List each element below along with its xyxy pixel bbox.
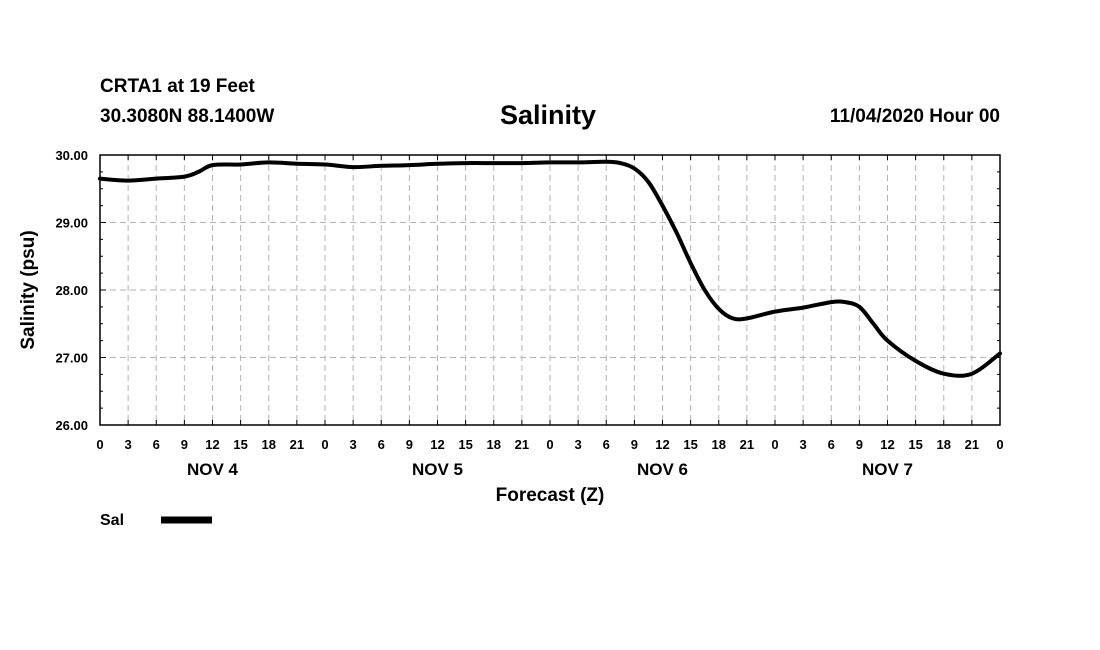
y-tick-label: 29.00 <box>55 216 88 231</box>
x-tick-label: 3 <box>800 437 807 452</box>
x-tick-label: 18 <box>712 437 726 452</box>
x-tick-label: 12 <box>430 437 444 452</box>
x-tick-label: 12 <box>655 437 669 452</box>
x-tick-label: 9 <box>181 437 188 452</box>
x-tick-label: 18 <box>262 437 276 452</box>
x-tick-label: 0 <box>96 437 103 452</box>
station-coordinates: 30.3080N 88.1400W <box>100 106 275 127</box>
x-tick-label: 0 <box>996 437 1003 452</box>
x-tick-label: 6 <box>153 437 160 452</box>
x-tick-label: 6 <box>378 437 385 452</box>
day-label: NOV 7 <box>862 460 913 479</box>
x-tick-label: 15 <box>908 437 922 452</box>
x-tick-label: 12 <box>880 437 894 452</box>
x-tick-label: 21 <box>515 437 529 452</box>
x-tick-label: 21 <box>965 437 979 452</box>
x-tick-label: 3 <box>575 437 582 452</box>
x-tick-label: 6 <box>828 437 835 452</box>
tick-labels: 0 3 6 9 12 15 18 21 0 3 6 9 12 15 18 21 0 3 6 9 12 15 18 21 0 3 6 9… <box>55 148 1003 479</box>
y-tick-label: 30.00 <box>55 148 88 163</box>
series-line-sal <box>98 159 1002 378</box>
grid-lines <box>100 155 1000 425</box>
y-tick-label: 26.00 <box>55 418 88 433</box>
x-axis-title: Forecast (Z) <box>496 485 605 506</box>
x-tick-label: 9 <box>856 437 863 452</box>
x-tick-label: 0 <box>771 437 778 452</box>
y-tick-label: 27.00 <box>55 351 88 366</box>
x-tick-label: 0 <box>546 437 553 452</box>
day-label: NOV 4 <box>187 460 239 479</box>
y-axis-title: Salinity (psu) <box>18 230 39 349</box>
plot-frame <box>99 154 1001 426</box>
x-tick-label: 15 <box>233 437 247 452</box>
x-tick-label: 18 <box>487 437 501 452</box>
forecast-run-time: 11/04/2020 Hour 00 <box>829 106 1000 127</box>
y-tick-label: 28.00 <box>55 283 88 298</box>
day-label: NOV 6 <box>637 460 688 479</box>
x-tick-label: 12 <box>205 437 219 452</box>
station-name: CRTA1 at 19 Feet <box>100 76 255 97</box>
x-tick-label: 9 <box>406 437 413 452</box>
x-tick-label: 18 <box>937 437 951 452</box>
x-tick-label: 9 <box>631 437 638 452</box>
x-tick-label: 21 <box>290 437 304 452</box>
x-tick-label: 0 <box>321 437 328 452</box>
x-tick-label: 3 <box>350 437 357 452</box>
x-tick-label: 15 <box>458 437 472 452</box>
x-tick-label: 6 <box>603 437 610 452</box>
x-tick-label: 3 <box>125 437 132 452</box>
x-tick-label: 15 <box>683 437 697 452</box>
chart-title: Salinity <box>500 100 597 130</box>
x-tick-label: 21 <box>740 437 754 452</box>
day-label: NOV 5 <box>412 460 463 479</box>
legend-label: Sal <box>100 512 124 529</box>
